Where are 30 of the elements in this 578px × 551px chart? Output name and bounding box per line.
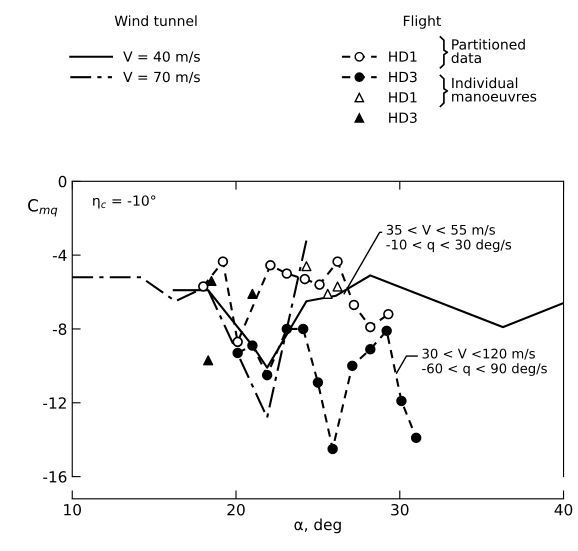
legend-label: HD3 <box>389 72 417 82</box>
text: Wind tunnel <box>114 15 197 26</box>
annotation: η$_{c}$ = -10° <box>93 195 156 209</box>
x-tick-label: 30 <box>391 504 408 516</box>
x-tick-label: 10 <box>64 504 81 516</box>
legend-label: HD1 <box>389 92 416 102</box>
y-tick-label: -12 <box>43 397 66 409</box>
point <box>203 355 214 366</box>
point <box>247 288 258 299</box>
point <box>301 261 312 272</box>
legend-label: V = 70 m/s <box>123 72 200 84</box>
y-tick-label: -8 <box>52 323 66 335</box>
legend-label: V = 40 m/s <box>123 51 200 63</box>
x-axis-title: α, deg <box>294 518 341 534</box>
point <box>322 288 333 299</box>
text: Partitioned data <box>452 38 525 64</box>
point <box>206 276 217 286</box>
y-axis-title: C$_{mq}$ <box>28 199 58 217</box>
x-tick-label: 40 <box>554 504 572 516</box>
annotation: 35 < V < 55 m/s -10 < q < 30 deg/s <box>386 224 512 252</box>
y-tick-label: -16 <box>43 471 66 483</box>
text: Individual manoeuvres <box>452 77 536 102</box>
y-tick-label: -4 <box>52 250 67 261</box>
annotation: 30 < V <120 m/s -60 < q < 90 deg/s <box>422 348 547 376</box>
text: Flight <box>404 15 441 29</box>
y-tick-label: 0 <box>58 176 66 188</box>
x-tick-label: 20 <box>227 504 245 516</box>
legend-label: HD1 <box>389 52 416 62</box>
point <box>332 281 343 292</box>
legend-label: HD3 <box>389 112 417 123</box>
